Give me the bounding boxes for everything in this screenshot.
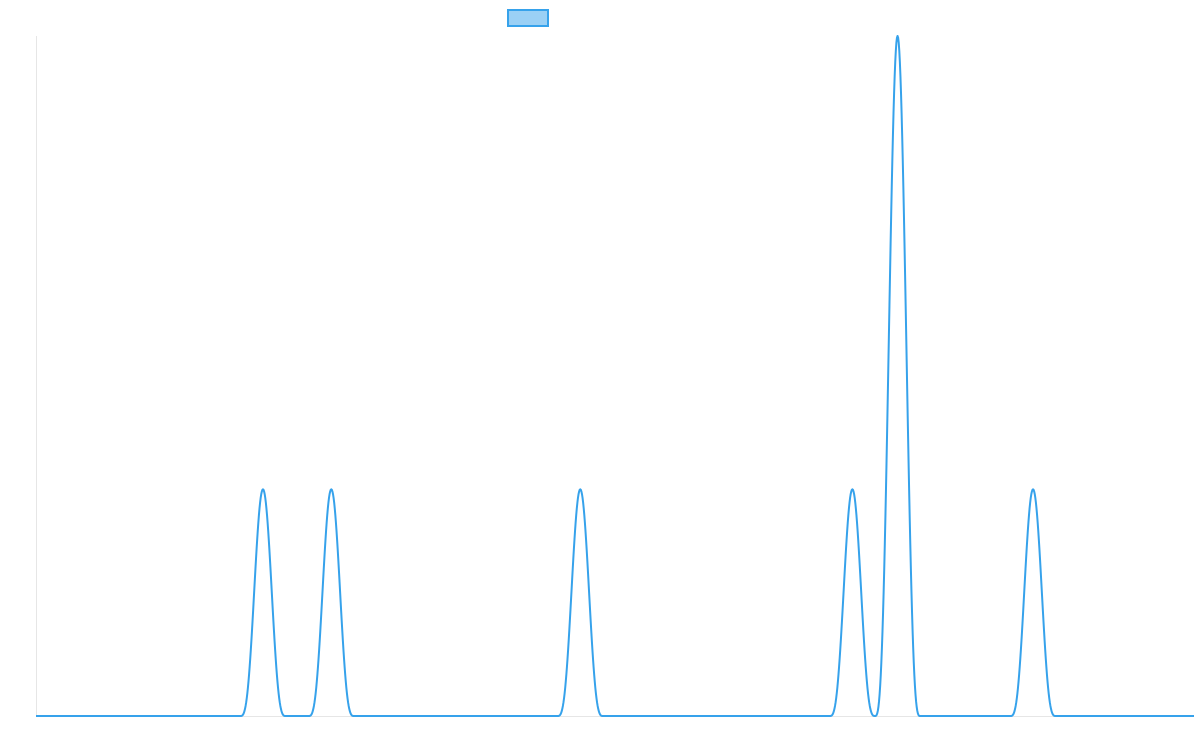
legend-swatch-0[interactable] [507,9,549,27]
peak-point-5[interactable] [1029,485,1037,493]
peak-point-0[interactable] [259,485,267,493]
series-group [35,32,1195,717]
legend[interactable] [507,9,549,27]
peak-point-2[interactable] [576,485,584,493]
peak-point-3[interactable] [848,485,856,493]
peak-point-1[interactable] [327,485,335,493]
series-line-0 [35,35,1195,717]
peak-point-4[interactable] [894,32,902,40]
